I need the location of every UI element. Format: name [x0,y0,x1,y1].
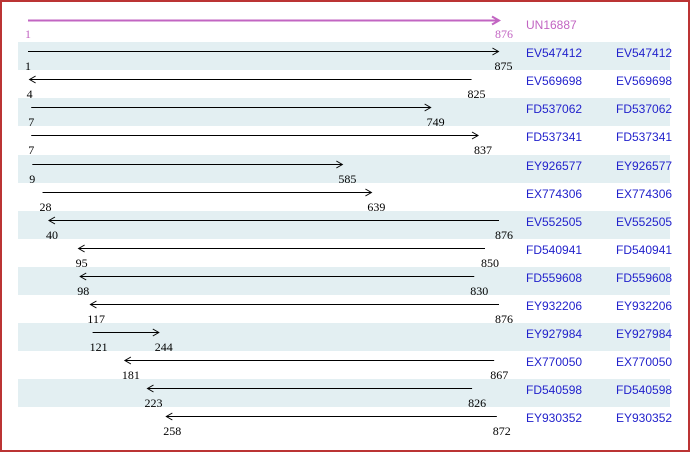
accession-link-secondary[interactable]: FD540598 [616,383,673,398]
alignment-row: 1 875 EV547412 EV547412 [2,42,688,74]
accession-link-primary[interactable]: FD537062 [526,102,583,117]
alignment-row: 9 585 EY926577 EY926577 [2,154,688,186]
read-start-coord: 7 [28,115,35,130]
row-highlight [18,42,670,71]
read-start-coord: 223 [144,396,163,411]
read-end-coord: 850 [481,255,499,270]
read-start-coord: 95 [75,255,88,270]
row-highlight [18,266,670,295]
accession-link-primary[interactable]: EV547412 [526,46,583,61]
alignment-row: 7 837 FD537341 FD537341 [2,126,688,158]
accession-link-secondary[interactable]: EV569698 [616,74,673,89]
read-arrow [146,384,473,393]
read-start-coord: 40 [46,227,58,242]
accession-link-primary[interactable]: EY930352 [526,411,583,426]
read-end-coord: 639 [367,199,386,214]
accession-link-primary[interactable]: EV569698 [526,74,583,89]
read-arrow [89,300,499,309]
read-start-coord: 1 [25,59,31,74]
accession-link-primary[interactable]: EY932206 [526,299,583,313]
alignment-row: 1 876 UN16887 [2,14,688,43]
read-arrow [92,328,160,337]
read-start-coord: 7 [28,143,35,158]
accession-link-secondary[interactable]: EY926577 [616,158,673,173]
alignment-row: 4 825 EV569698 EV569698 [2,70,688,102]
accession-link-secondary[interactable]: FD537341 [616,130,673,145]
read-start-coord: 121 [89,340,108,355]
read-arrow [165,412,497,421]
read-arrow [32,160,344,168]
read-end-coord: 876 [495,27,513,41]
accession-link-secondary[interactable]: EX774306 [616,186,673,201]
alignment-row: 98 830 FD559608 FD559608 [2,266,688,298]
accession-link-primary[interactable]: EY927984 [526,327,583,342]
read-end-coord: 876 [495,227,513,242]
alignment-row: 7 749 FD537062 FD537062 [2,98,688,130]
accession-link-secondary[interactable]: FD559608 [616,270,673,285]
alignment-row: 40 876 EV552505 EV552505 [2,210,688,242]
read-end-coord: 875 [494,59,513,74]
read-arrow [28,47,500,56]
accession-link-primary[interactable]: FD540941 [526,242,583,257]
read-arrow [77,244,486,253]
alignment-row: 117 876 EY932206 EY932206 [2,295,688,326]
read-end-coord: 872 [492,424,511,439]
alignment-row: 223 826 FD540598 FD540598 [2,379,688,411]
read-end-coord: 867 [490,368,509,383]
read-start-coord: 28 [39,199,52,214]
read-start-coord: 117 [87,312,105,326]
accession-link-secondary[interactable]: EY930352 [616,411,673,426]
read-arrow [79,272,475,281]
row-highlight [18,210,670,239]
accession-link-primary[interactable]: EX774306 [526,186,583,201]
accession-link-secondary[interactable]: FD540941 [616,242,673,257]
row-highlight [18,98,670,127]
read-arrow [28,15,502,26]
accession-link-primary[interactable]: EX770050 [526,355,583,370]
read-start-coord: 9 [29,171,36,186]
accession-link-primary[interactable]: FD559608 [526,270,583,285]
accession-link-primary[interactable]: EY926577 [526,158,583,173]
alignment-row: 258 872 EY930352 EY930352 [2,407,688,439]
row-highlight [18,379,670,408]
read-end-coord: 749 [426,115,445,130]
row-highlight [18,154,670,183]
accession-link-secondary[interactable]: EX770050 [616,355,673,370]
alignment-row: 28 639 EX774306 EX774306 [2,183,688,214]
read-arrow [28,75,472,84]
read-end-coord: 826 [468,396,487,411]
read-arrow [48,216,499,225]
read-end-coord: 585 [338,171,357,186]
accession-link-secondary[interactable]: EV552505 [616,214,673,229]
alignment-row: 181 867 EX770050 EX770050 [2,351,688,383]
read-start-coord: 181 [121,368,140,383]
read-end-coord: 876 [495,312,513,326]
accession-link-primary[interactable]: FD537341 [526,130,583,145]
alignment-row: 121 244 EY927984 EY927984 [2,323,688,355]
read-arrow [42,188,373,197]
read-start-coord: 4 [26,87,33,102]
read-start-coord: 1 [25,27,31,41]
read-start-coord: 258 [163,424,182,439]
read-end-coord: 825 [467,87,486,102]
accession-link-secondary[interactable]: EV547412 [616,46,673,61]
consensus-label[interactable]: UN16887 [526,18,577,32]
read-end-coord: 830 [470,283,489,298]
read-arrow [123,356,495,365]
row-highlight [18,323,670,352]
accession-link-secondary[interactable]: EY927984 [616,327,673,342]
alignment-row: 95 850 FD540941 FD540941 [2,239,688,270]
accession-link-secondary[interactable]: FD537062 [616,102,673,117]
read-start-coord: 98 [77,283,90,298]
accession-link-primary[interactable]: FD540598 [526,383,583,398]
read-arrow [31,131,479,140]
accession-link-primary[interactable]: EV552505 [526,214,583,229]
read-end-coord: 837 [474,143,492,158]
read-end-coord: 244 [154,340,173,355]
accession-link-secondary[interactable]: EY932206 [616,299,673,313]
read-arrow [31,103,432,112]
